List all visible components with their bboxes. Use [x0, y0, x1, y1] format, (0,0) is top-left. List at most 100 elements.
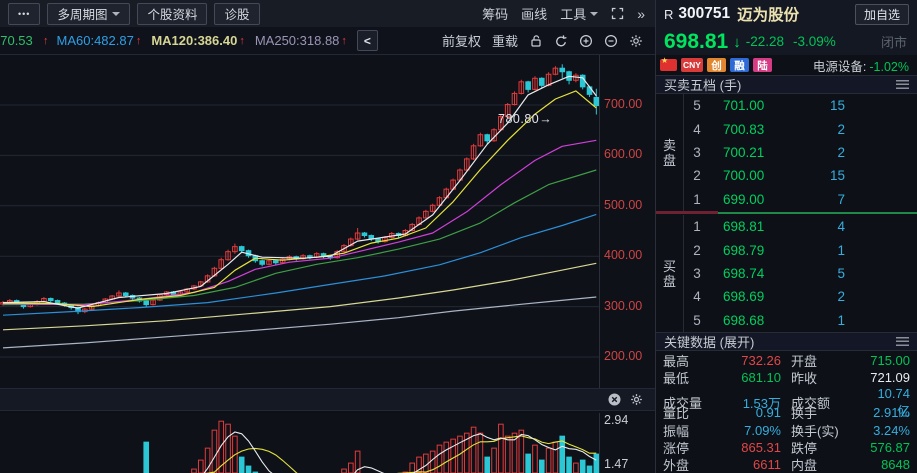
close-circle-icon[interactable] — [608, 393, 621, 406]
ma-indicator-bar: 670.53↑ MA60:482.87↑ MA120:386.40↑ MA250… — [0, 27, 655, 55]
orderbook-row[interactable]: 2 698.79 1 — [684, 238, 917, 261]
fullscreen-icon[interactable] — [611, 7, 624, 20]
orderbook-row[interactable]: 5 701.00 15 — [684, 94, 917, 117]
key-data-row: 涨停 865.31 跌停 576.87 — [656, 438, 917, 456]
label-2: 成交额 — [791, 396, 831, 412]
price-chart-svg — [0, 64, 600, 358]
diagnose-button[interactable]: 诊股 — [214, 2, 260, 25]
buy-orders: 买盘 1 698.81 4 2 698.79 1 3 698.74 5 4 69… — [656, 215, 917, 332]
key-data-table: 最高 732.26 开盘 715.00 最低 681.10 昨收 721.09 … — [656, 351, 917, 473]
zoom-out-icon[interactable] — [604, 34, 618, 48]
orderbook-row[interactable]: 1 698.81 4 — [684, 215, 917, 238]
more-button[interactable]: ••• — [8, 2, 41, 25]
ma120-label: MA120:386.40 — [151, 33, 238, 48]
level: 5 — [693, 312, 701, 328]
draw-button[interactable]: 画线 — [521, 7, 548, 22]
undo-icon[interactable] — [554, 34, 568, 48]
unlock-icon[interactable] — [529, 34, 543, 48]
ma250-label: MA250:318.88 — [254, 33, 340, 48]
quantity: 15 — [829, 98, 845, 114]
value-2: 2.91% — [873, 405, 910, 421]
level: 3 — [693, 145, 701, 161]
registered-flag: R — [664, 6, 674, 22]
margin-badge: 融 — [729, 58, 749, 72]
order-book-header[interactable]: 买卖五档 (手) — [656, 75, 917, 94]
multi-period-button[interactable]: 多周期图 — [47, 2, 131, 25]
value-2: 10.74亿 — [877, 385, 910, 419]
volume-chart-svg — [143, 420, 600, 473]
menu-icon[interactable] — [896, 80, 909, 89]
key-data-header[interactable]: 关键数据 (展开) — [656, 332, 917, 351]
adjust-mode-button[interactable]: 前复权 — [441, 34, 481, 49]
orderbook-row[interactable]: 1 699.00 7 — [684, 188, 917, 211]
label-1: 外盘 — [663, 458, 690, 473]
price: 700.83 — [723, 121, 765, 137]
connect-badge: 陆 — [752, 58, 772, 72]
market-status: 闭市 — [880, 35, 907, 50]
label-1: 涨停 — [663, 440, 690, 456]
reload-button[interactable]: 重载 — [491, 34, 518, 49]
sell-orders: 卖盘 5 701.00 15 4 700.83 2 3 700.21 2 2 7… — [656, 94, 917, 211]
level: 4 — [693, 289, 701, 305]
up-arrow-icon: ↑ — [135, 34, 142, 47]
orderbook-divider — [656, 211, 917, 215]
label-1: 量比 — [663, 406, 690, 422]
zoom-in-icon[interactable] — [579, 34, 593, 48]
level: 4 — [693, 121, 701, 137]
up-arrow-icon: ↑ — [239, 34, 245, 47]
sector-link[interactable]: 电源设备: -1.02% — [812, 59, 909, 74]
label-1: 最高 — [663, 354, 690, 369]
level: 1 — [693, 219, 701, 235]
quantity: 1 — [837, 242, 845, 258]
collapse-left-button[interactable]: < — [356, 30, 378, 51]
tag-badges-row: CNY 创 融 陆 电源设备:-1.02% — [656, 55, 917, 75]
key-data-row: 量比 0.91 换手 2.91% — [656, 403, 917, 422]
quantity: 15 — [829, 168, 845, 184]
volume-axis-tick: 1.47 — [604, 456, 629, 471]
value-1: 865.31 — [741, 439, 781, 455]
level: 1 — [693, 191, 701, 207]
level: 2 — [693, 168, 701, 184]
orderbook-row[interactable]: 3 700.21 2 — [684, 141, 917, 164]
volume-chart-pane[interactable]: 2.94 1.47 — [0, 413, 655, 473]
key-data-row: 最高 732.26 开盘 715.00 — [656, 351, 917, 369]
label-2: 昨收 — [791, 371, 818, 387]
quantity: 7 — [837, 191, 845, 207]
orderbook-row[interactable]: 4 698.69 2 — [684, 285, 917, 308]
price: 700.21 — [723, 145, 765, 161]
more-panels-icon[interactable]: » — [637, 5, 645, 22]
stock-code: 300751 — [678, 5, 731, 22]
indicator-settings-gear-icon[interactable] — [630, 393, 643, 406]
price-axis-tick: 200.00 — [604, 349, 643, 363]
top-toolbar: ••• 多周期图 个股资料 诊股 筹码 画线 工具 » — [0, 0, 655, 27]
quantity: 2 — [837, 121, 845, 137]
price: 700.00 — [723, 168, 765, 184]
price-axis-tick: 700.00 — [604, 97, 643, 111]
menu-icon[interactable] — [896, 337, 909, 346]
orderbook-row[interactable]: 4 700.83 2 — [684, 117, 917, 140]
value-1: 7.09% — [744, 422, 781, 438]
candlestick-chart-pane[interactable]: 700.00 600.00 500.00 400.00 300.00 200.00 780… — [0, 55, 655, 435]
stock-info-button[interactable]: 个股资料 — [137, 2, 208, 25]
orderbook-row[interactable]: 3 698.74 5 — [684, 262, 917, 285]
value-1: 0.91 — [755, 405, 781, 421]
settings-gear-icon[interactable] — [629, 34, 643, 48]
orderbook-row[interactable]: 2 700.00 15 — [684, 164, 917, 187]
quantity: 2 — [837, 145, 845, 161]
label-2: 换手 — [791, 406, 818, 422]
chevron-down-icon — [590, 11, 599, 16]
price: 699.00 — [723, 191, 765, 207]
chips-button[interactable]: 筹码 — [482, 7, 509, 22]
add-watchlist-button[interactable]: 加自选 — [854, 3, 909, 25]
price-axis-tick: 500.00 — [604, 197, 643, 212]
value-1: 681.10 — [741, 370, 781, 386]
key-data-row: 成交量 1.53万 成交额 10.74亿 — [656, 386, 917, 419]
orderbook-row[interactable]: 5 698.68 1 — [684, 309, 917, 332]
value-2: 8648 — [881, 457, 910, 473]
tools-button[interactable]: 工具 — [560, 4, 599, 23]
value-1: 1.53万 — [742, 396, 781, 412]
price: 698.74 — [723, 266, 765, 282]
label-2: 跌停 — [791, 440, 818, 456]
ma60-label: MA60:482.87 — [56, 33, 134, 48]
